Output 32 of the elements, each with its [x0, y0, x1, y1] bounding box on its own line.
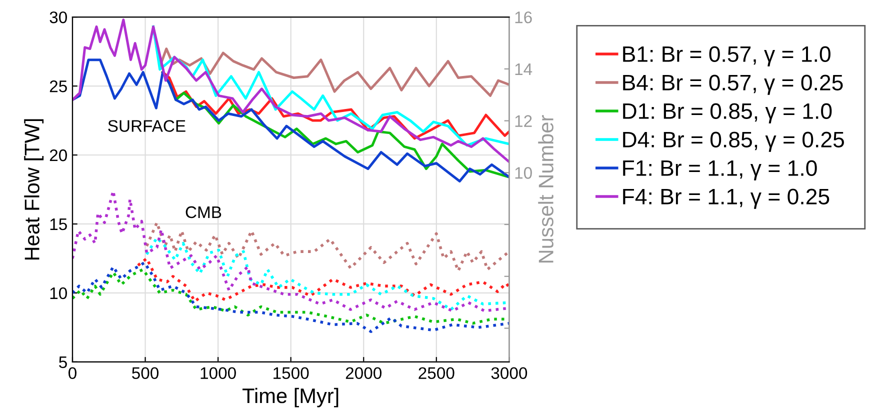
line-series [136, 257, 510, 303]
x-tick-label: 3000 [491, 367, 528, 380]
annotation: SURFACE [108, 120, 186, 132]
x-tick-label: 2500 [418, 367, 454, 380]
line-series [72, 58, 510, 182]
y-axis-title: Heat Flow [TW] [24, 119, 44, 260]
x-tick-label: 1500 [274, 367, 309, 380]
x-tick-label: 500 [132, 367, 159, 380]
y-tick-label: 30 [50, 11, 67, 24]
y2-tick-label: 14 [515, 63, 532, 75]
x-tick-label: 1000 [200, 367, 236, 380]
y2-tick-label: 16 [515, 11, 532, 24]
legend-label: D1: Br = 0.85, γ = 1.0 [623, 103, 832, 124]
legend-label: B4: Br = 0.57, γ = 0.25 [623, 74, 843, 95]
y-tick-label: 25 [50, 80, 67, 92]
y2-tick-label: 10 [515, 167, 532, 179]
y-tick-label: 20 [50, 149, 67, 162]
legend-label: F4: Br = 1.1, γ = 0.25 [623, 188, 830, 209]
annotation: CMB [186, 206, 222, 218]
legend-label: B1: Br = 0.57, γ = 1.0 [623, 46, 830, 66]
y-tick-label: 5 [59, 356, 67, 368]
line-series [72, 261, 510, 333]
x-axis-title: Time [Myr] [242, 388, 338, 408]
y-tick-label: 10 [50, 287, 67, 300]
y-tick-label: 15 [50, 218, 67, 230]
line-series [145, 221, 510, 272]
y2-tick-label: 12 [515, 115, 532, 127]
x-tick-label: 0 [68, 367, 76, 380]
y2-axis-title: Nusselt Number [538, 115, 554, 262]
legend-label: D4: Br = 0.85, γ = 0.25 [623, 132, 844, 152]
x-tick-label: 2000 [346, 367, 382, 380]
legend-label: F1: Br = 1.1, γ = 1.0 [623, 160, 817, 180]
